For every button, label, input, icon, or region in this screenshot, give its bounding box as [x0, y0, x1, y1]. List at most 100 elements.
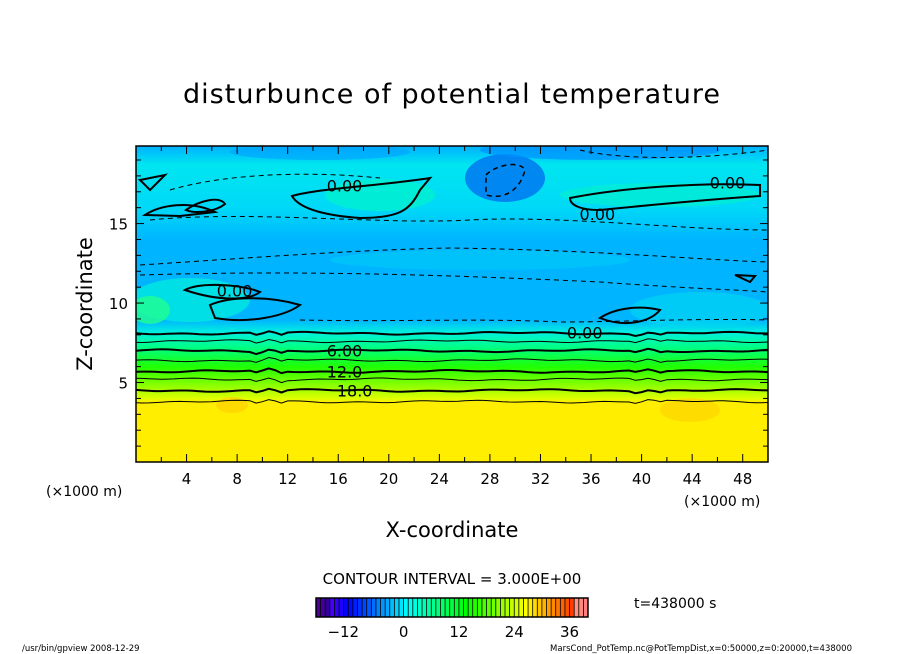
colorbar-swatch [440, 598, 446, 617]
colorbar-swatch [578, 598, 584, 617]
contour-label: 0.00 [580, 205, 616, 224]
contour-line-6 [136, 347, 768, 356]
chart-title: disturbunce of potential temperature [183, 79, 721, 110]
colorbar-swatch [334, 598, 340, 617]
colorbar-swatch [500, 598, 506, 617]
x-tick-label: 40 [632, 470, 651, 488]
colorbar-swatch [385, 598, 391, 617]
colorbar-swatch [555, 598, 561, 617]
colorbar-swatch [491, 598, 497, 617]
colorbar-swatch [417, 598, 423, 617]
colorbar-swatch [343, 598, 349, 617]
colorbar-swatch [564, 598, 570, 617]
colorbar-swatch [537, 598, 543, 617]
plot-frame [135, 145, 769, 463]
colorbar-swatch [408, 598, 414, 617]
colorbar-swatch [472, 598, 478, 617]
x-tick-label: 28 [480, 470, 499, 488]
footer-left: /usr/bin/gpview 2008-12-29 [22, 644, 140, 654]
negative-contours [139, 149, 768, 323]
x-tick-label: 32 [531, 470, 550, 488]
colorbar-tick-label: −12 [327, 623, 359, 641]
contour-label: 0.00 [217, 281, 253, 300]
plot-field [136, 146, 768, 462]
colorbar-swatch [486, 598, 492, 617]
contour-label: 0.00 [327, 176, 363, 195]
colorbar-swatch [422, 598, 427, 617]
x-tick-label: 16 [329, 470, 348, 488]
colorbar-swatch [362, 598, 368, 617]
colorbar-swatch [412, 598, 418, 617]
contour-label: 6.00 [327, 342, 363, 361]
colorbar-swatch [505, 598, 510, 617]
y-tick-label: 5 [118, 375, 128, 393]
contour-line-12 [136, 367, 768, 375]
colorbar-swatch [546, 598, 552, 617]
contour-interval-label: CONTOUR INTERVAL = 3.000E+00 [323, 570, 582, 588]
contour-line-18 [136, 387, 768, 395]
x-tick-label: 20 [379, 470, 398, 488]
colorbar-swatch [435, 598, 441, 617]
colorbar-swatch [426, 598, 432, 617]
time-label: t=438000 s [634, 596, 716, 612]
colorbar-swatch [380, 598, 386, 617]
x-tick-label: 4 [182, 470, 192, 488]
colorbar-swatch [329, 598, 335, 617]
colorbar-swatch [325, 598, 331, 617]
colorbar-swatch [583, 598, 589, 617]
colorbar-swatch [371, 598, 377, 617]
colorbar-swatch [463, 598, 469, 617]
footer-right: MarsCond_PotTemp.nc@PotTempDist,x=0:5000… [550, 644, 852, 654]
colorbar-swatch [431, 598, 437, 617]
colorbar-tick-label: 0 [399, 623, 409, 641]
colorbar-swatch [445, 598, 450, 617]
contour-label: 0.00 [710, 173, 746, 192]
colorbar-swatch [551, 598, 557, 617]
colorbar-swatch [449, 598, 455, 617]
y-tick-label: 15 [109, 216, 128, 234]
colorbar-tick-label: 24 [505, 623, 524, 641]
y-axis-label: Z-coordinate [73, 237, 97, 371]
x-tick-label: 48 [733, 470, 752, 488]
colorbar-swatch [495, 598, 501, 617]
colorbar-swatch [514, 598, 520, 617]
colorbar-swatch [398, 598, 404, 617]
contour-label: 18.0 [337, 381, 373, 400]
colorbar-swatch [481, 598, 487, 617]
x-tick-label: 36 [581, 470, 600, 488]
colorbar-swatch [348, 598, 354, 617]
contour-line-9 [136, 356, 768, 363]
zero-contour-blobs [137, 173, 761, 325]
contour-line-0 [136, 330, 768, 338]
colorbar-swatch [528, 598, 533, 617]
colorbar-swatch [454, 598, 460, 617]
contour-line-21 [136, 399, 768, 404]
colorbar-frame [315, 597, 589, 618]
colorbar-swatch [523, 598, 529, 617]
colorbar: −12 0 12 24 36 [315, 597, 589, 641]
x-axis-label: X-coordinate [386, 518, 519, 542]
colorbar-swatch [320, 598, 326, 617]
colorbar-swatch [375, 598, 381, 617]
colorbar-swatch [518, 598, 524, 617]
colorbar-swatch [509, 598, 515, 617]
colorbar-swatch [394, 598, 400, 617]
colorbar-swatch [389, 598, 395, 617]
colorbar-swatch [357, 598, 363, 617]
colorbar-swatch [316, 598, 321, 617]
contour-line-15 [136, 377, 768, 384]
colorbar-swatch [569, 598, 575, 617]
y-units-right: (×1000 m) [684, 494, 760, 510]
x-tick-label: 44 [683, 470, 702, 488]
colorbar-tick-label: 12 [449, 623, 468, 641]
contour-label: 12.0 [327, 362, 363, 381]
x-tick-label: 24 [430, 470, 449, 488]
colorbar-swatch [403, 598, 409, 617]
colorbar-swatch [477, 598, 483, 617]
colorbar-swatch [366, 598, 372, 617]
colorbar-swatch [574, 598, 580, 617]
contour-label: 0.00 [567, 323, 603, 342]
